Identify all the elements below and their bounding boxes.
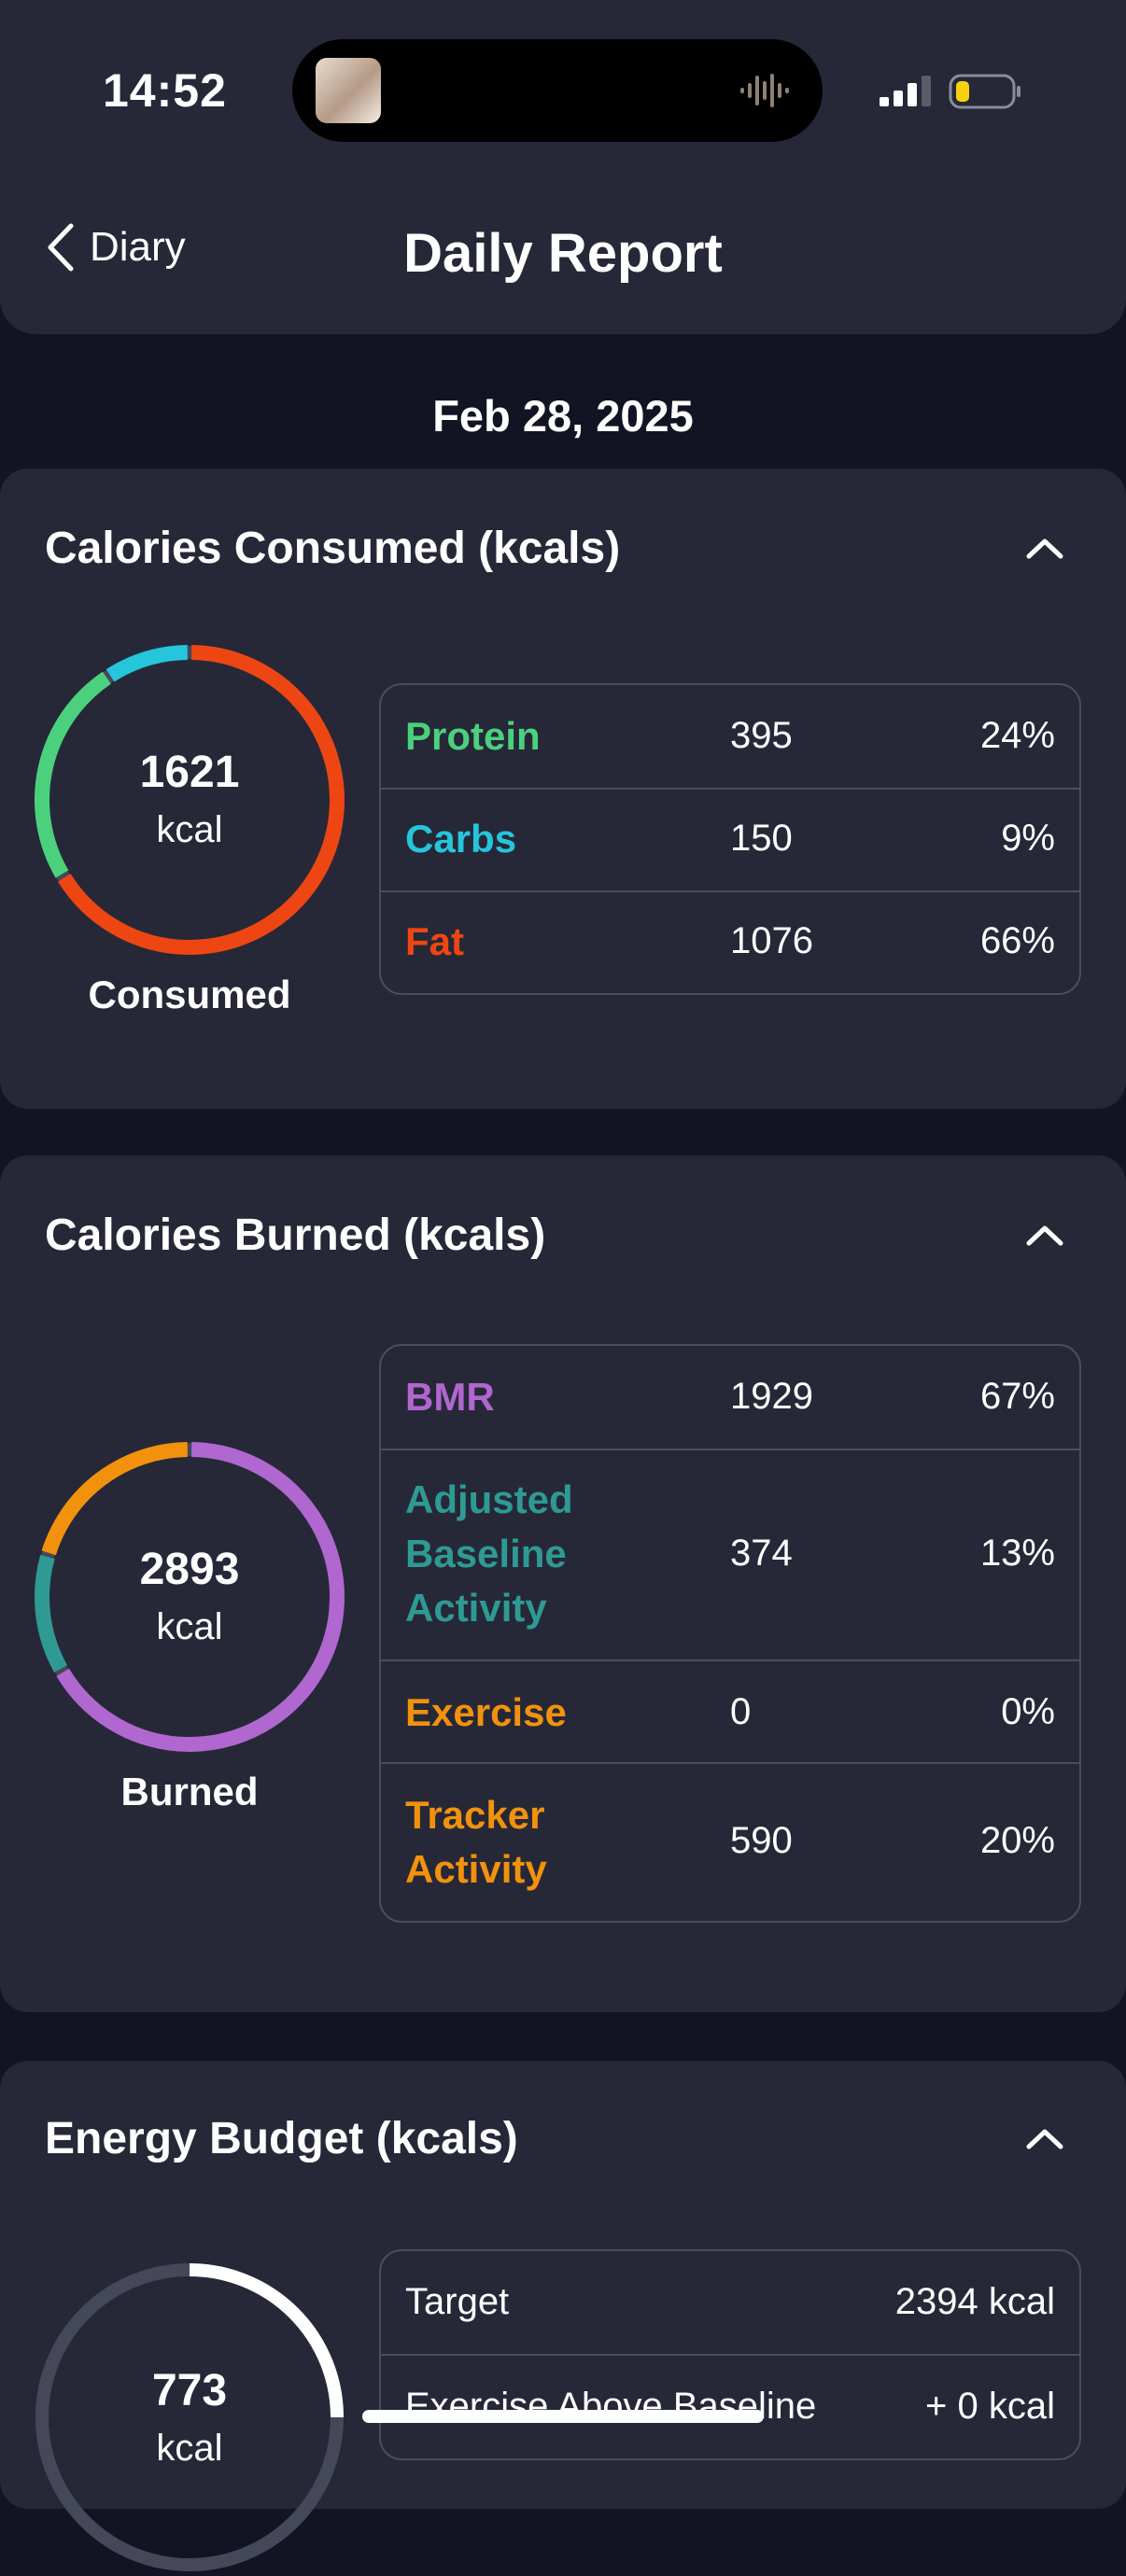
table-row: Exercise 0 0%	[381, 1659, 1079, 1762]
card-title: Calories Consumed (kcals)	[45, 524, 621, 573]
burn-value: 374	[730, 1533, 793, 1574]
burn-percent: 20%	[979, 1820, 1055, 1861]
macro-percent: 24%	[979, 715, 1055, 756]
macro-value: 150	[730, 818, 793, 859]
card-title: Calories Burned (kcals)	[45, 1211, 546, 1260]
energy-budget-card: Energy Budget (kcals) 773 kcal Target 23…	[0, 2061, 1126, 2571]
table-row: BMR 1929 67%	[381, 1346, 1079, 1449]
table-row: Fat 1076 66%	[381, 890, 1079, 993]
burn-percent: 0%	[1001, 1691, 1055, 1732]
consumed-arc-fat	[57, 645, 345, 955]
consumed-donut-chart	[35, 645, 345, 955]
burned-total-value: 2893	[139, 1545, 240, 1594]
page-title: Daily Report	[403, 223, 723, 284]
consumed-arc-carbs	[106, 645, 189, 682]
burn-value: 1929	[730, 1376, 813, 1417]
chevron-left-icon	[48, 223, 74, 272]
consumed-total-value: 1621	[139, 748, 240, 797]
burn-percent: 13%	[979, 1533, 1055, 1574]
budget-value: 2394 kcal	[894, 2281, 1055, 2322]
calories-consumed-card: Calories Consumed (kcals) 1621 kcal Cons…	[0, 469, 1126, 1109]
budget-ring-arc	[189, 2263, 344, 2418]
table-row: Carbs 150 9%	[381, 788, 1079, 890]
audio-wave-icon	[740, 74, 789, 107]
macro-value: 1076	[730, 920, 813, 961]
burned-caption: Burned	[120, 1770, 259, 1813]
burned-total: 2893 kcal	[35, 1540, 344, 1654]
burned-arc-adjusted-baseline-activity	[35, 1554, 68, 1673]
burn-name: Exercise	[405, 1690, 567, 1734]
table-row: Tracker Activity 590 20%	[381, 1762, 1079, 1921]
back-label: Diary	[90, 224, 186, 270]
budget-value: + 0 kcal	[925, 2386, 1055, 2427]
table-row: Target 2394 kcal	[381, 2251, 1079, 2354]
consumed-arc-protein	[35, 671, 111, 878]
macro-name: Carbs	[405, 817, 517, 861]
battery-icon	[949, 74, 1020, 109]
macro-name: Protein	[405, 714, 541, 758]
budget-label: Target	[405, 2281, 510, 2322]
table-row: Protein 395 24%	[381, 685, 1079, 788]
burn-value: 590	[730, 1820, 793, 1861]
macro-table: Protein 395 24% Carbs 150 9% Fat 1076 66…	[379, 683, 1081, 995]
burn-table: BMR 1929 67% Adjusted Baseline Activity …	[379, 1344, 1081, 1923]
macro-name: Fat	[405, 919, 464, 963]
status-time: 14:52	[103, 64, 227, 117]
budget-total-value: 773	[151, 2366, 228, 2415]
chevron-up-icon[interactable]	[1023, 1221, 1066, 1249]
budget-total: 773 kcal	[35, 2361, 344, 2475]
burn-value: 0	[730, 1691, 752, 1732]
back-button[interactable]: Diary	[45, 222, 186, 273]
report-date: Feb 28, 2025	[432, 391, 694, 441]
consumed-total: 1621 kcal	[35, 743, 344, 857]
macro-percent: 9%	[1001, 818, 1055, 859]
calories-burned-card: Calories Burned (kcals) 2893 kcal Burned…	[0, 1155, 1126, 2012]
chevron-up-icon[interactable]	[1023, 2124, 1066, 2152]
table-row: Adjusted Baseline Activity 374 13%	[381, 1449, 1079, 1659]
cellular-signal-icon	[880, 76, 931, 106]
macro-percent: 66%	[979, 920, 1055, 961]
macro-value: 395	[730, 715, 793, 756]
table-row: Exercise Above Baseline + 0 kcal	[381, 2354, 1079, 2458]
consumed-caption: Consumed	[88, 973, 291, 1016]
burned-arc-tracker-activity	[41, 1442, 188, 1556]
burn-percent: 67%	[979, 1376, 1055, 1417]
budget-total-unit: kcal	[156, 2428, 223, 2469]
consumed-total-unit: kcal	[156, 809, 223, 850]
top-header: 14:52 Diary Daily Report	[0, 0, 1126, 334]
budget-table: Target 2394 kcal Exercise Above Baseline…	[379, 2249, 1081, 2460]
burn-name: Tracker Activity	[405, 1793, 547, 1891]
card-title: Energy Budget (kcals)	[45, 2114, 518, 2163]
burn-name: BMR	[405, 1375, 495, 1419]
chevron-up-icon[interactable]	[1023, 534, 1066, 562]
dynamic-island[interactable]	[292, 39, 823, 142]
home-indicator[interactable]	[362, 2410, 764, 2423]
burned-total-unit: kcal	[156, 1606, 223, 1647]
burned-donut-chart	[35, 1442, 345, 1752]
media-thumbnail	[316, 58, 381, 123]
burn-name: Adjusted Baseline Activity	[405, 1477, 573, 1630]
burned-arc-bmr	[56, 1442, 345, 1752]
